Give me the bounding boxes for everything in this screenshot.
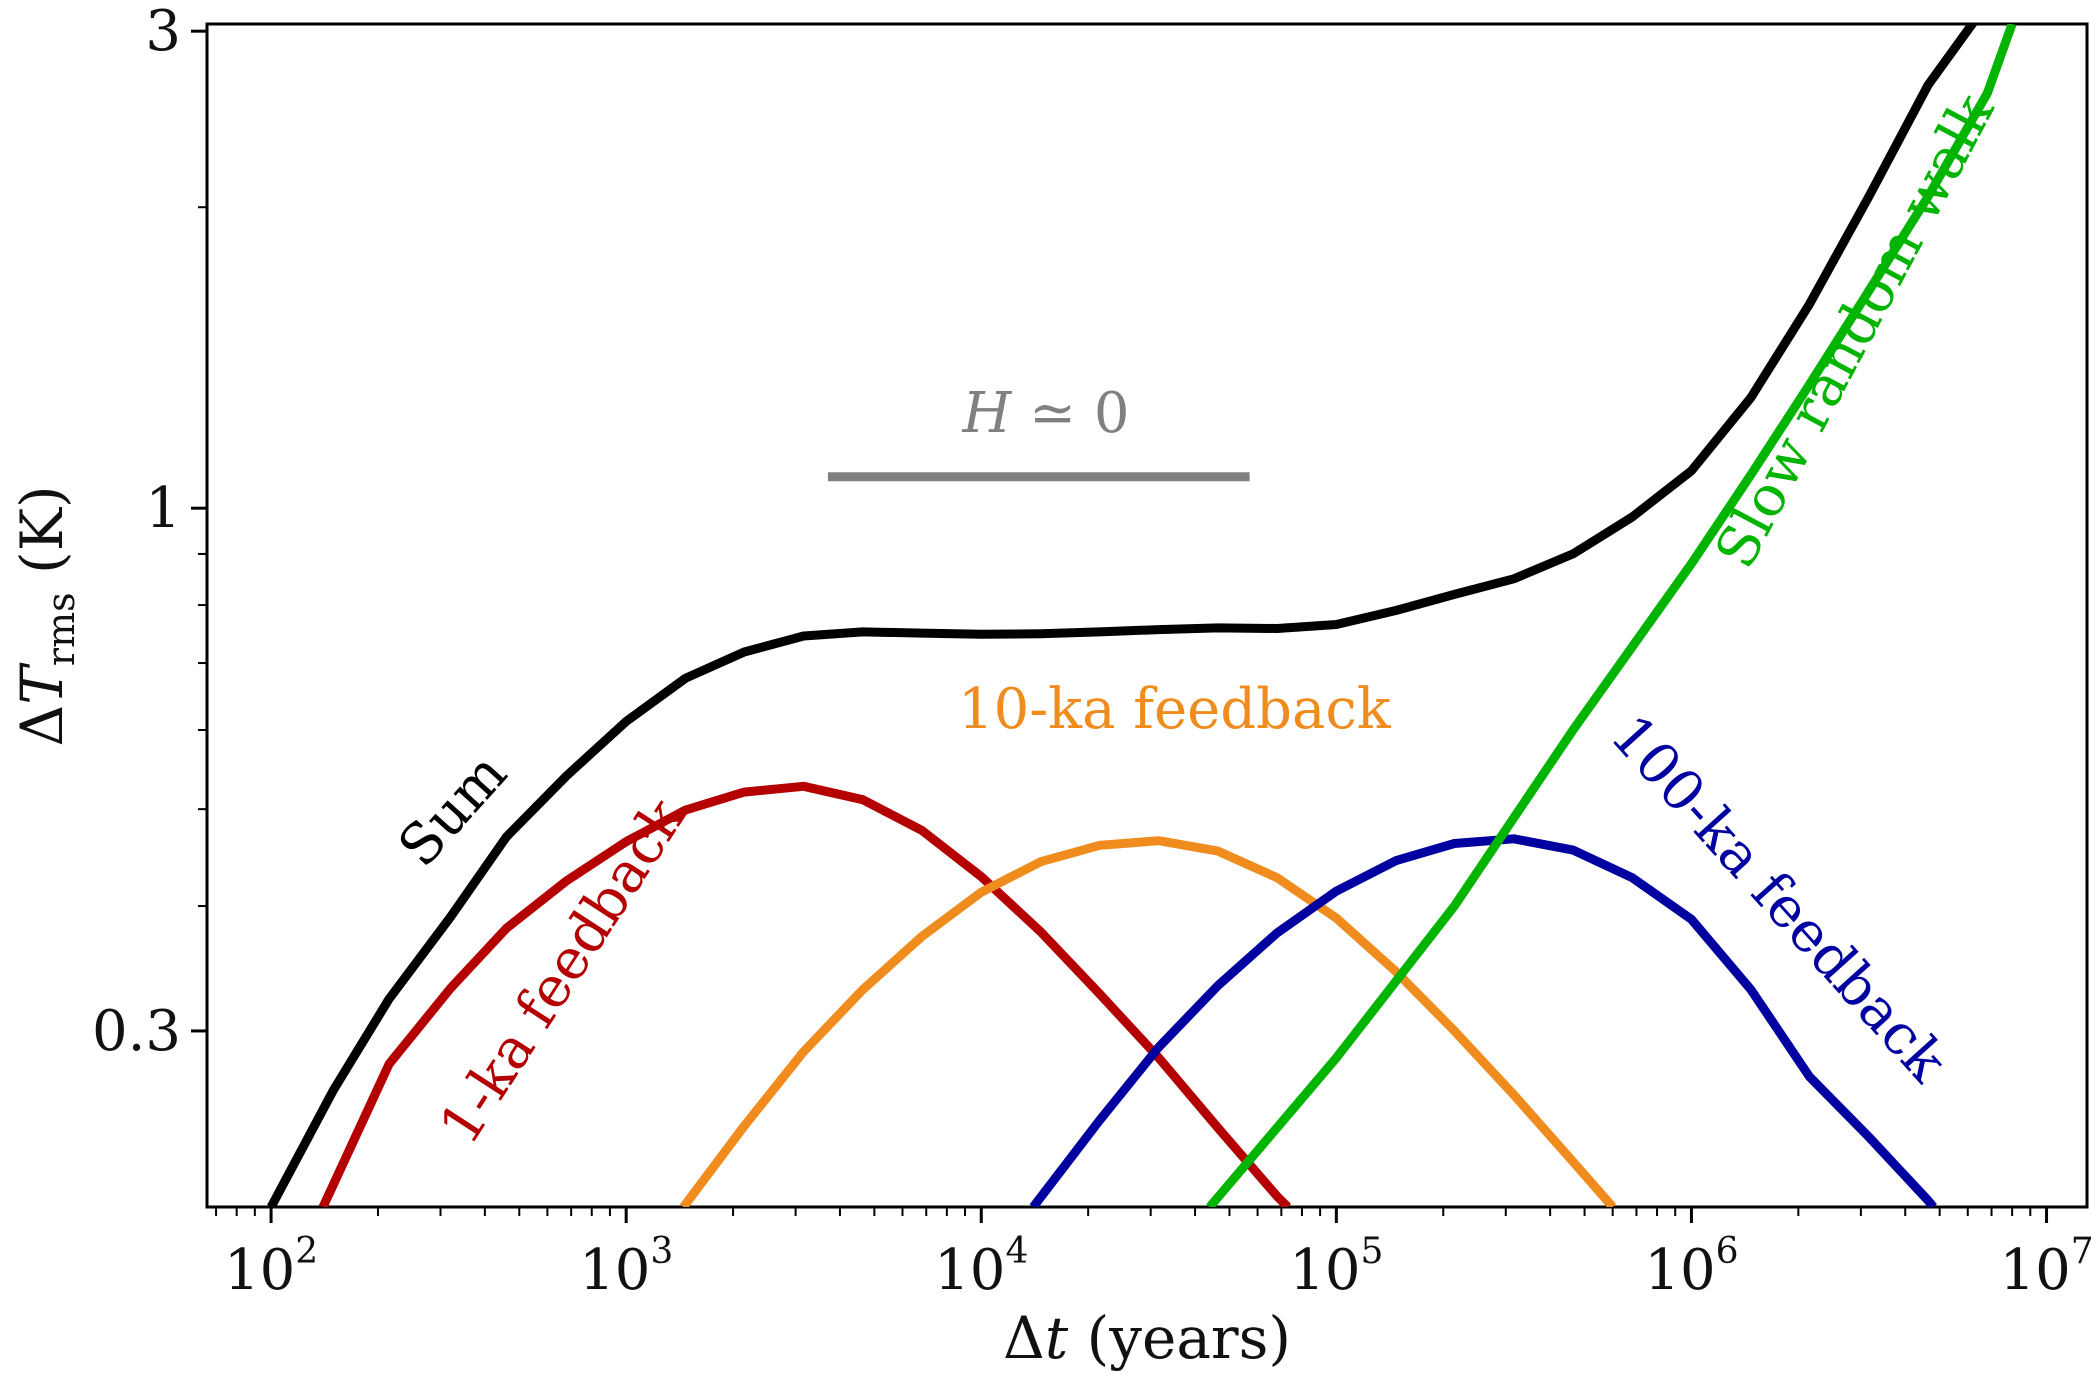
y-tick-label: 0.3 <box>92 999 181 1064</box>
x-axis-label: Δt (years) <box>1003 1304 1291 1372</box>
x-axis-label-var: t <box>1045 1304 1069 1372</box>
annotation-slow-random-walk: Slow random walk <box>1703 83 2008 579</box>
x-tick-label-exp: 7 <box>2071 1231 2094 1272</box>
x-tick-label-base: 10 <box>224 1238 295 1303</box>
x-axis-label-unit: (years) <box>1087 1304 1291 1372</box>
annotation-10ka-feedback: 10-ka feedback <box>958 677 1392 742</box>
annotation-sum: Sum <box>386 741 520 879</box>
annotation-h-var: H <box>961 381 1012 446</box>
x-tick-label-exp: 2 <box>295 1231 318 1272</box>
x-tick-label-base: 10 <box>1289 1238 1360 1303</box>
y-axis-label-unit: (K) <box>8 485 76 574</box>
series-layer <box>267 24 2017 1207</box>
x-tick-label: 105 <box>1289 1231 1383 1303</box>
annotation-h-label: H ≃ 0 <box>961 381 1129 446</box>
series-line-1-ka-feedback <box>318 781 1291 1207</box>
y-tick-label: 3 <box>145 0 181 64</box>
x-axis-label-symbol: Δ <box>1003 1304 1045 1372</box>
x-tick-label-exp: 3 <box>650 1231 673 1272</box>
y-axis-label-sub: rms <box>39 592 83 666</box>
x-tick-label: 103 <box>579 1231 673 1303</box>
x-tick-label-base: 10 <box>579 1238 650 1303</box>
x-tick-label-base: 10 <box>934 1238 1005 1303</box>
x-tick-label: 102 <box>224 1231 318 1303</box>
series-line-100-ka-feedback <box>1029 834 1937 1207</box>
x-tick-label-base: 10 <box>1999 1238 2070 1303</box>
series-line-slow-random-walk <box>1206 24 2017 1207</box>
x-tick-label-exp: 6 <box>1716 1231 1739 1272</box>
x-tick-label: 106 <box>1644 1231 1738 1303</box>
series-line-10-ka-feedback <box>679 836 1617 1207</box>
y-axis-label-symbol: Δ <box>8 705 76 747</box>
annotation-h-rel: ≃ <box>1029 381 1076 446</box>
x-tick-label-base: 10 <box>1644 1238 1715 1303</box>
axis-ticks <box>191 29 2049 1223</box>
y-axis-label: ΔTrms (K) <box>8 485 83 746</box>
x-tick-label-exp: 4 <box>1005 1231 1028 1272</box>
annotation-h-value: 0 <box>1094 381 1130 446</box>
x-tick-label-exp: 5 <box>1361 1231 1384 1272</box>
series-line-sum <box>267 24 1978 1207</box>
x-tick-label: 107 <box>1999 1231 2093 1303</box>
y-tick-label: 1 <box>145 476 181 541</box>
x-tick-label: 104 <box>934 1231 1028 1303</box>
y-axis-label-var: T <box>8 662 76 705</box>
plot-frame <box>205 22 2089 1209</box>
